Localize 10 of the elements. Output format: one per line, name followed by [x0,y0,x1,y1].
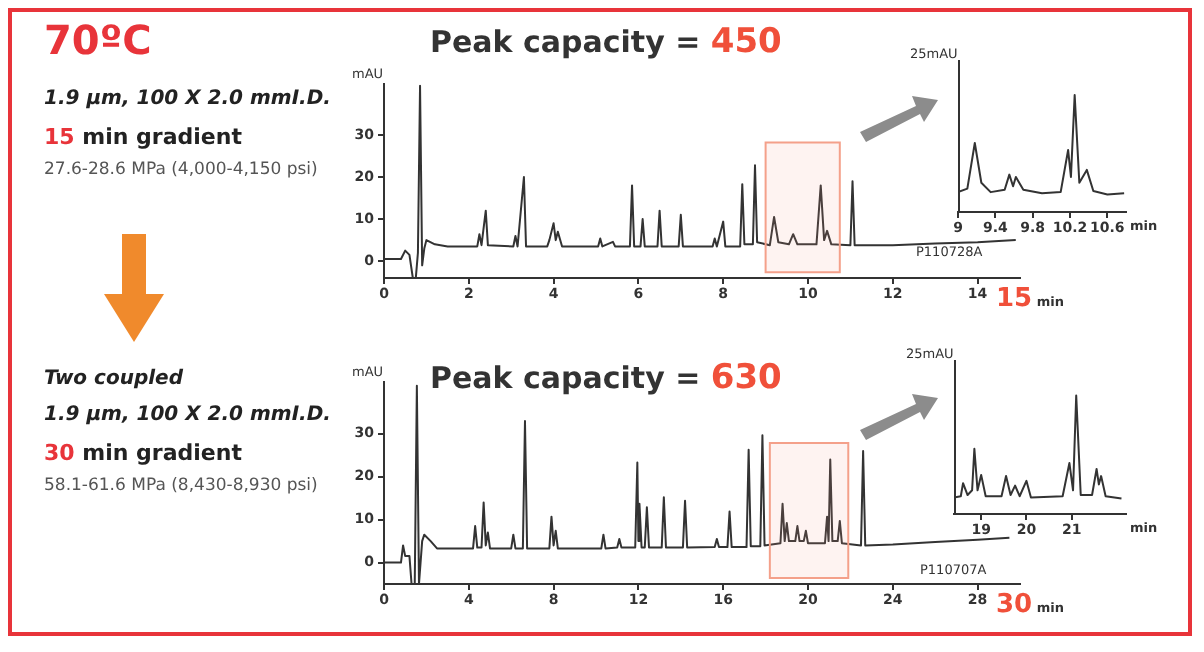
text: 30 min gradient [44,440,242,466]
text: Two coupled [44,368,183,390]
chart-title: Peak capacity = 630 [430,358,782,398]
text: 58.1-61.6 MPa (8,430-8,930 psi) [44,476,318,496]
text: 1.9 µm, 100 X 2.0 mmI.D. [44,88,331,110]
text: 70ºC [44,16,152,64]
text: 15 min gradient [44,124,242,150]
text: 27.6-28.6 MPa (4,000-4,150 psi) [44,160,318,180]
text: 1.9 µm, 100 X 2.0 mmI.D. [44,404,331,426]
chart-title: Peak capacity = 450 [430,22,782,62]
